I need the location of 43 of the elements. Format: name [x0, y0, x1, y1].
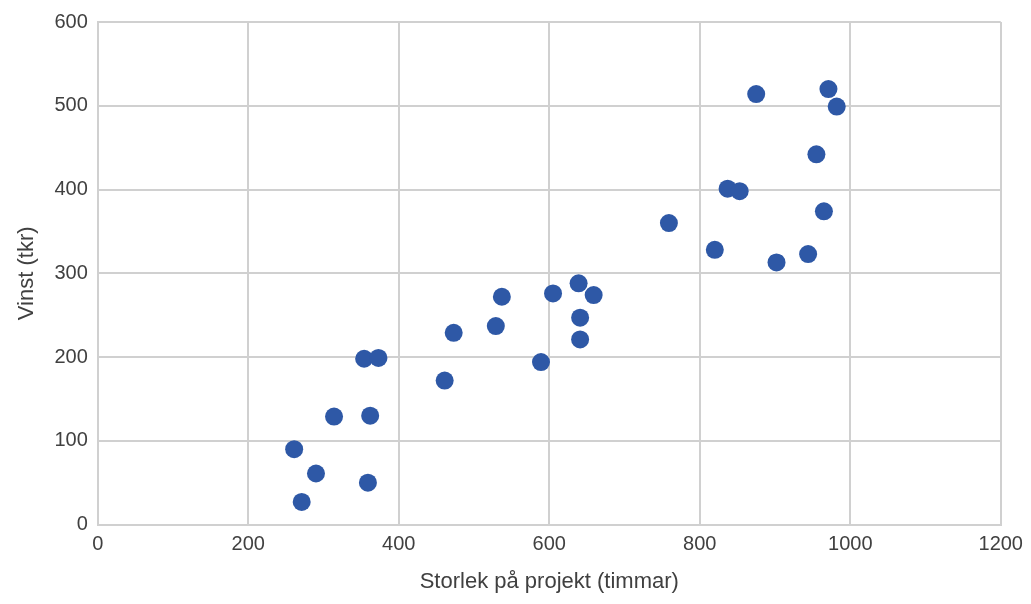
- point: [571, 330, 590, 349]
- point: [492, 287, 511, 306]
- y-tick-label: 400: [54, 177, 88, 200]
- x-tick-label: 400: [382, 532, 416, 555]
- point: [659, 214, 678, 233]
- point: [306, 464, 325, 483]
- point: [435, 371, 454, 390]
- point: [799, 245, 818, 264]
- point: [569, 274, 588, 293]
- point: [767, 253, 786, 272]
- y-tick-label: 100: [54, 428, 88, 451]
- y-tick-label: 500: [54, 93, 88, 116]
- point: [325, 407, 344, 426]
- point: [827, 97, 846, 116]
- y-tick-label: 600: [54, 9, 88, 32]
- point: [730, 182, 749, 201]
- point: [584, 286, 603, 305]
- point: [819, 80, 838, 99]
- x-tick-label: 0: [92, 532, 104, 555]
- point: [358, 473, 377, 492]
- point: [531, 353, 550, 372]
- point: [285, 440, 304, 459]
- y-tick-label: 200: [54, 344, 88, 367]
- y-axis-title: Vinst (tkr): [13, 226, 39, 321]
- point: [369, 348, 388, 367]
- x-tick-label: 200: [231, 532, 265, 555]
- point: [747, 85, 766, 104]
- point: [705, 240, 724, 259]
- point: [486, 317, 505, 336]
- x-tick-label: 600: [532, 532, 566, 555]
- x-tick-label: 1000: [828, 532, 873, 555]
- point: [361, 406, 380, 425]
- x-tick-label: 1200: [978, 532, 1023, 555]
- point: [292, 492, 311, 511]
- point: [544, 284, 563, 303]
- y-tick-label: 300: [54, 260, 88, 283]
- x-tick-label: 800: [683, 532, 717, 555]
- point: [444, 323, 463, 342]
- point: [571, 308, 590, 327]
- point: [807, 145, 826, 164]
- y-tick-label: 0: [76, 512, 88, 535]
- x-axis-title: Storlek på projekt (timmar): [419, 567, 679, 593]
- point: [814, 202, 833, 221]
